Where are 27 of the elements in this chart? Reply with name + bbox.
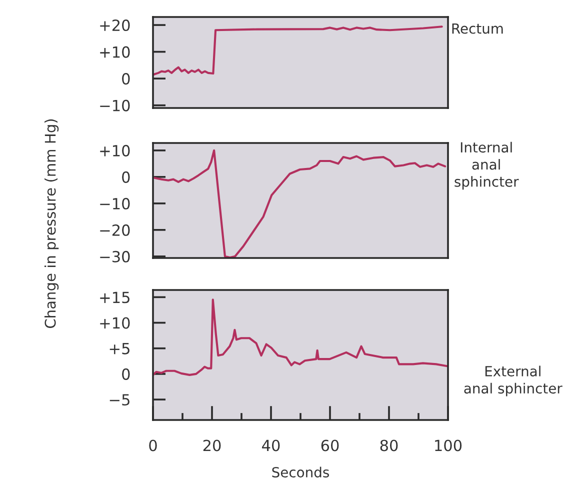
series-label: Rectum [452,23,503,34]
y-tick-label: −10 [100,100,130,112]
series-label: Internal anal sphincter [454,142,519,190]
x-tick-label: 80 [380,440,398,452]
series-label: External anal sphincter [464,366,562,396]
line-series [153,26,443,76]
y-axis-title: Change in pressure (mm Hg) [44,119,59,328]
x-tick-label: 40 [262,440,280,452]
y-tick-label: 0 [122,73,130,85]
x-tick-label: 20 [203,440,221,452]
y-tick-label: −5 [110,394,130,406]
x-tick-label: 60 [321,440,339,452]
x-axis-title: Seconds [272,466,329,478]
y-tick-label: +10 [100,46,130,58]
line-series [153,298,448,376]
x-tick-label: 0 [149,440,157,452]
y-tick-label: +10 [100,317,130,329]
y-tick-label: +10 [100,144,130,156]
y-tick-label: +5 [110,343,130,354]
y-tick-label: +20 [100,19,130,32]
y-tick-label: −10 [100,198,130,210]
y-tick-label: −20 [100,224,130,236]
y-tick-label: 0 [122,368,130,380]
x-tick-label: 100 [435,440,462,452]
y-tick-label: −30 [100,250,130,262]
y-tick-label: 0 [122,171,130,183]
y-tick-label: +15 [100,292,130,304]
